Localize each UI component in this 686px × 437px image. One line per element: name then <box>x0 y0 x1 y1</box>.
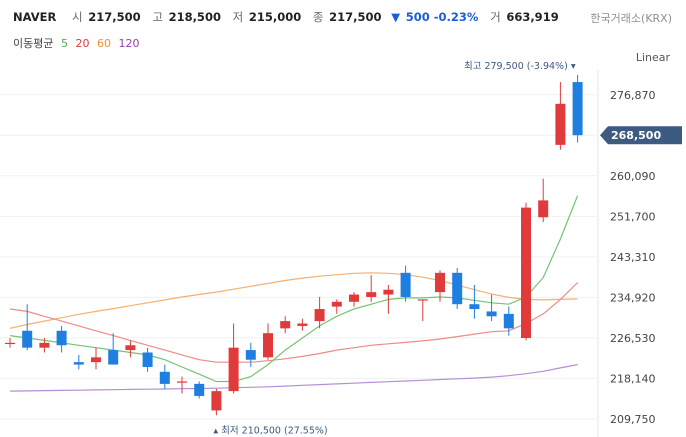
candle-body <box>486 311 497 317</box>
close-label: 종 <box>312 10 324 24</box>
low-value: 215,000 <box>248 10 302 24</box>
low-label: 저 <box>232 10 244 24</box>
candle-body <box>503 313 514 329</box>
y-tick-label: 226,530 <box>610 332 656 345</box>
annotations: 최고 279,500 (-3.94%) ▾ ▴ 최저 210,500 (27.55… <box>213 61 575 436</box>
candle-body <box>572 82 583 136</box>
current-price-label: 268,500 <box>611 129 661 142</box>
close-value: 217,500 <box>329 10 382 24</box>
ma-120-label[interactable]: 120 <box>118 37 140 50</box>
high-value: 218,500 <box>168 10 221 24</box>
ma60-line <box>9 272 578 329</box>
candle-body <box>469 304 480 310</box>
y-tick-label: 260,090 <box>610 170 656 183</box>
candle-body <box>538 200 549 218</box>
scale-mode-toggle[interactable]: Linear <box>635 51 670 64</box>
moving-average-label: 이동평균 <box>13 37 54 50</box>
price-axis: 276,870 260,090 251,700 243,310 234,920 226,5… <box>600 89 682 426</box>
y-tick-label: 276,870 <box>610 89 656 102</box>
ma5-line <box>9 195 579 383</box>
candle-body <box>159 371 170 384</box>
y-tick-label: 209,750 <box>610 413 656 426</box>
candle-body <box>435 272 445 293</box>
candle-body <box>366 292 377 297</box>
volume-value: 663,919 <box>506 10 559 24</box>
open-label: 시 <box>72 10 83 24</box>
candle-body <box>91 357 101 363</box>
candle-body <box>211 391 222 411</box>
high-annotation: 최고 279,500 (-3.94%) ▾ <box>464 61 576 72</box>
volume-label: 거 <box>490 10 501 24</box>
candle-body <box>521 207 531 339</box>
candle-body <box>383 289 394 295</box>
candle-body <box>142 352 153 367</box>
moving-average-lines <box>9 195 579 392</box>
candle-body <box>349 294 359 302</box>
y-tick-label: 218,140 <box>610 372 656 385</box>
candle-body <box>452 272 463 305</box>
quote-summary: NAVER 시 217,500 고 218,500 저 215,000 종 21… <box>13 9 565 25</box>
chart-header: NAVER 시 217,500 고 218,500 저 215,000 종 21… <box>0 0 686 34</box>
open-value: 217,500 <box>88 10 141 24</box>
candle-body <box>228 347 239 392</box>
current-price-tag: 268,500 <box>600 126 682 145</box>
candles <box>5 74 583 416</box>
candle-body <box>22 330 33 348</box>
candle-body <box>5 342 15 345</box>
high-label: 고 <box>152 10 163 24</box>
ma-60-label[interactable]: 60 <box>96 37 111 50</box>
y-tick-label: 251,700 <box>610 210 656 223</box>
y-tick-label: 234,920 <box>610 291 656 304</box>
candle-body <box>73 362 84 365</box>
price-grid <box>0 70 599 437</box>
candle-body <box>263 333 273 358</box>
candle-body <box>125 345 136 351</box>
candle-body <box>555 103 566 145</box>
moving-average-legend: 이동평균 5 20 60 120 <box>13 35 143 51</box>
ma120-line <box>9 364 578 392</box>
candle-body <box>314 309 325 322</box>
ma-5-label[interactable]: 5 <box>60 37 68 50</box>
candle-body <box>331 301 342 307</box>
candle-body <box>56 330 67 346</box>
change-value: 500 -0.23% <box>405 10 479 24</box>
candle-body <box>177 381 187 383</box>
candle-body <box>194 383 205 396</box>
stock-symbol: NAVER <box>13 10 57 24</box>
low-annotation: ▴ 최저 210,500 (27.55%) <box>213 425 327 436</box>
candle-body <box>245 350 256 360</box>
candle-body <box>108 350 119 365</box>
current-price-badge <box>600 126 682 145</box>
candle-body <box>280 321 291 329</box>
candle-body <box>417 299 428 301</box>
ma-20-label[interactable]: 20 <box>75 37 90 50</box>
candle-body <box>39 342 50 348</box>
y-tick-label: 243,310 <box>610 251 656 264</box>
change-arrow-icon: ▼ <box>391 10 401 24</box>
ma20-line <box>9 282 579 363</box>
candle-body <box>297 323 308 326</box>
exchange-name: 한국거래소(KRX) <box>590 12 672 25</box>
candle-body <box>400 272 411 297</box>
